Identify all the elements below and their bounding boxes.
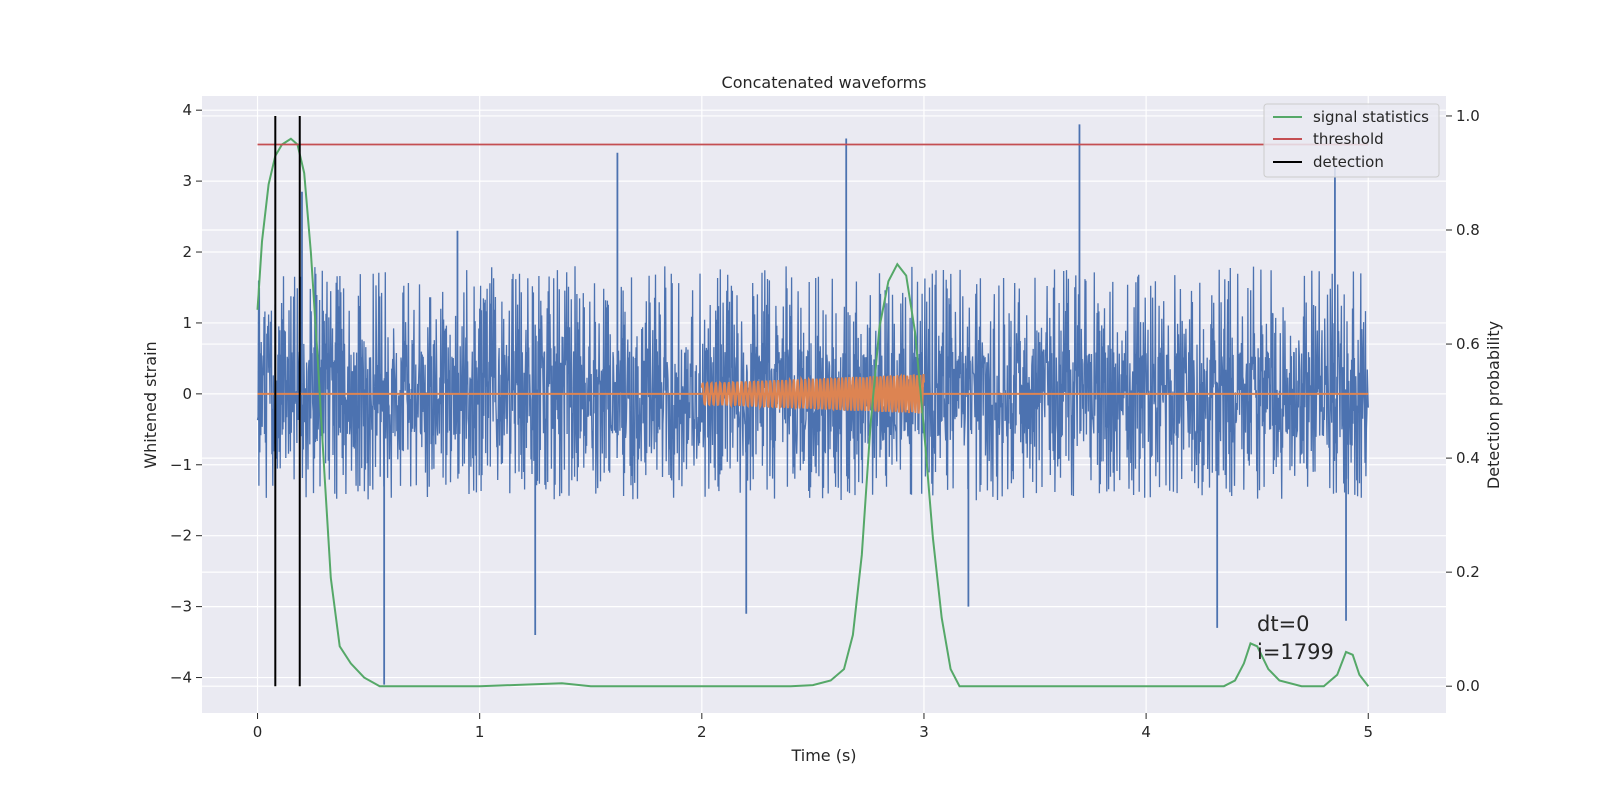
y-tick-label: −2 — [170, 527, 192, 545]
annotation-index: i=1799 — [1257, 640, 1334, 664]
x-tick-label: 2 — [697, 723, 707, 741]
y2-tick-label: 0.2 — [1456, 563, 1480, 581]
legend-label-threshold: threshold — [1313, 130, 1384, 148]
y2-tick-label: 1.0 — [1456, 107, 1480, 125]
legend: signal statistics threshold detection — [1263, 103, 1440, 178]
x-tick-label: 3 — [919, 723, 929, 741]
y-tick-label: 3 — [182, 172, 192, 190]
y2-tick-label: 0.6 — [1456, 335, 1480, 353]
y2-axis-label: Detection probability — [1484, 321, 1503, 489]
x-axis-label: Time (s) — [790, 746, 856, 765]
x-tick-label: 5 — [1363, 723, 1373, 741]
chart-title: Concatenated waveforms — [722, 73, 927, 92]
legend-label-signal-statistics: signal statistics — [1313, 108, 1429, 126]
y-tick-label: −1 — [170, 456, 192, 474]
x-tick-label: 0 — [253, 723, 263, 741]
plot-area — [256, 115, 1370, 688]
signal-statistics-line — [256, 137, 1370, 688]
y-tick-label: 2 — [182, 243, 192, 261]
x-tick-label: 1 — [475, 723, 485, 741]
y-tick-label: 0 — [182, 385, 192, 403]
annotation-dt: dt=0 — [1257, 612, 1310, 636]
legend-frame — [1263, 103, 1440, 178]
y-axis-label: Whitened strain — [141, 341, 160, 468]
injected-chirp-line — [700, 373, 925, 414]
y2-tick-label: 0.8 — [1456, 221, 1480, 239]
y2-tick-label: 0.4 — [1456, 449, 1480, 467]
axes: 0 1 2 3 4 5 −4 −3 −2 −1 0 1 2 3 4 0.0 0.2 0.4 0.6 0.8 1.0 — [170, 101, 1480, 741]
legend-label-detection: detection — [1313, 153, 1384, 171]
y-tick-label: 4 — [182, 101, 192, 119]
y-tick-label: −3 — [170, 598, 192, 616]
x-tick-label: 4 — [1141, 723, 1151, 741]
y-tick-label: 1 — [182, 314, 192, 332]
y2-tick-label: 0.0 — [1456, 677, 1480, 695]
y-tick-label: −4 — [170, 669, 192, 687]
